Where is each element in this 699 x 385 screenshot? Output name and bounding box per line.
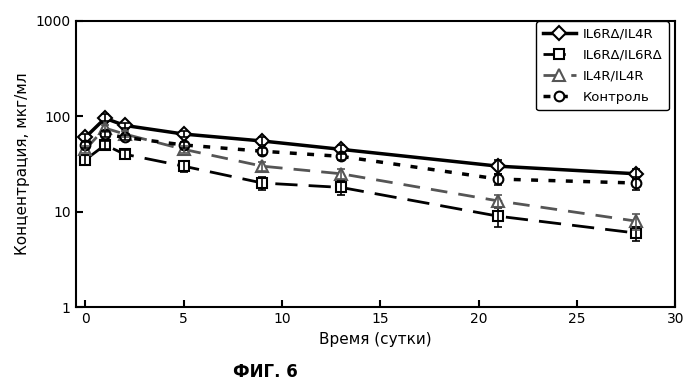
- Контроль: [120, 135, 129, 140]
- IL6RΔ/IL6RΔ: [258, 181, 266, 185]
- IL6RΔ/IL6RΔ: [120, 152, 129, 157]
- IL4R/IL4R: [180, 147, 188, 152]
- IL6RΔ/IL6RΔ: [81, 157, 89, 162]
- Line: Контроль: Контроль: [80, 129, 641, 188]
- Контроль: [632, 181, 640, 185]
- Контроль: [101, 132, 109, 136]
- Legend: IL6RΔ/IL4R, IL6RΔ/IL6RΔ, IL4R/IL4R, Контроль: IL6RΔ/IL4R, IL6RΔ/IL6RΔ, IL4R/IL4R, Конт…: [536, 21, 669, 110]
- IL6RΔ/IL4R: [101, 116, 109, 121]
- Контроль: [258, 149, 266, 154]
- IL6RΔ/IL6RΔ: [101, 143, 109, 147]
- IL6RΔ/IL4R: [632, 171, 640, 176]
- Y-axis label: Концентрация, мкг/мл: Концентрация, мкг/мл: [15, 73, 30, 255]
- Контроль: [81, 143, 89, 147]
- IL6RΔ/IL4R: [180, 132, 188, 136]
- IL6RΔ/IL4R: [494, 164, 503, 169]
- Контроль: [494, 177, 503, 181]
- IL4R/IL4R: [337, 171, 345, 176]
- X-axis label: Время (сутки): Время (сутки): [319, 332, 432, 347]
- IL4R/IL4R: [101, 126, 109, 131]
- IL6RΔ/IL4R: [120, 123, 129, 128]
- IL4R/IL4R: [258, 164, 266, 169]
- IL6RΔ/IL6RΔ: [632, 231, 640, 235]
- IL4R/IL4R: [81, 147, 89, 152]
- IL6RΔ/IL4R: [81, 135, 89, 140]
- IL4R/IL4R: [120, 132, 129, 136]
- IL4R/IL4R: [632, 219, 640, 223]
- IL6RΔ/IL4R: [258, 139, 266, 143]
- IL6RΔ/IL6RΔ: [180, 164, 188, 169]
- Line: IL6RΔ/IL6RΔ: IL6RΔ/IL6RΔ: [80, 140, 641, 238]
- Контроль: [337, 154, 345, 159]
- IL6RΔ/IL4R: [337, 147, 345, 152]
- Line: IL4R/IL4R: IL4R/IL4R: [80, 122, 642, 227]
- Line: IL6RΔ/IL4R: IL6RΔ/IL4R: [80, 114, 641, 179]
- Контроль: [180, 143, 188, 147]
- IL4R/IL4R: [494, 199, 503, 203]
- Text: ФИГ. 6: ФИГ. 6: [233, 363, 298, 381]
- IL6RΔ/IL6RΔ: [494, 214, 503, 219]
- IL6RΔ/IL6RΔ: [337, 185, 345, 190]
